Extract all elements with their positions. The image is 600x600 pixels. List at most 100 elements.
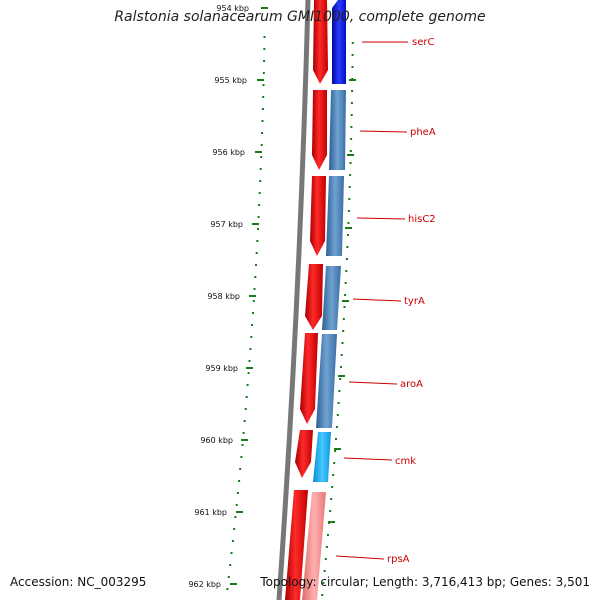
- gene-block-rpsA: [302, 492, 326, 600]
- gene-arrow-forward: [305, 264, 323, 330]
- track-dot: [344, 294, 347, 296]
- track-dot: [340, 354, 343, 356]
- track-dot: [334, 450, 337, 452]
- tick-label: 956 kbp: [212, 148, 245, 157]
- track-dot: [342, 318, 345, 320]
- gene-label-cmk: cmk: [395, 456, 416, 467]
- scale-dot: [258, 204, 261, 206]
- scale-dot: [243, 420, 246, 422]
- scale-dot: [226, 588, 229, 590]
- scale-dot: [234, 516, 237, 518]
- gene-block-cmk: [313, 432, 331, 482]
- scale-dot: [247, 372, 250, 374]
- track-dot: [349, 174, 352, 176]
- tick-label: 958 kbp: [207, 292, 240, 301]
- gene-label-tyrA: tyrA: [404, 296, 425, 307]
- track-dot: [333, 462, 336, 464]
- track-dot: [321, 594, 324, 596]
- track-dot: [344, 282, 347, 284]
- leader-line: [359, 130, 408, 133]
- gene-block-tyrA: [322, 266, 341, 330]
- scale-dot: [257, 228, 259, 230]
- track-dot: [339, 378, 342, 380]
- gene-arrow-forward: [295, 430, 313, 478]
- leader-line: [343, 457, 393, 461]
- scale-dot: [263, 60, 266, 62]
- gene-block-aroA: [316, 334, 337, 428]
- tick-label: 959 kbp: [205, 364, 238, 373]
- track-dot: [330, 498, 333, 500]
- forward-strand: [285, 0, 328, 600]
- track-dot: [325, 546, 328, 548]
- gene-block-hisC2: [326, 176, 344, 256]
- tick-label: 954 kbp: [216, 4, 249, 13]
- track-dot: [351, 54, 354, 56]
- genome-backbone: [276, 0, 311, 600]
- scale-dot: [246, 384, 249, 386]
- topology-summary: Topology: circular; Length: 3,716,413 bp…: [260, 575, 590, 589]
- scale-dot: [263, 48, 266, 50]
- track-dot: [346, 246, 349, 248]
- scale-dot: [236, 492, 239, 494]
- gene-arrow-forward: [313, 0, 328, 84]
- scale-dot: [242, 432, 245, 434]
- scale-dot: [245, 396, 248, 398]
- gene-arrow-forward: [312, 90, 327, 170]
- track-dot: [327, 534, 329, 536]
- track-dot: [345, 258, 348, 260]
- scale-dot: [255, 252, 258, 254]
- scale-dot: [255, 264, 257, 266]
- track-dot: [345, 270, 348, 272]
- scale-dot: [261, 120, 264, 122]
- scale-dot: [261, 108, 264, 110]
- track-dot: [348, 186, 351, 188]
- scale-dot: [259, 168, 262, 170]
- scale-dot: [235, 504, 238, 506]
- scale-dot: [248, 360, 251, 362]
- track-dot: [331, 486, 334, 488]
- track-dot: [335, 438, 337, 440]
- accession-label: Accession: NC_003295: [10, 575, 147, 589]
- scale-dot: [233, 528, 236, 530]
- scale-dot: [262, 96, 265, 98]
- leader-line: [348, 381, 398, 385]
- genome-title: Ralstonia solanacearum GMI1000, complete…: [114, 9, 486, 25]
- track-dot: [347, 222, 350, 224]
- scale-dot: [251, 324, 254, 326]
- tick-label: 955 kbp: [214, 76, 247, 85]
- track-dot: [340, 366, 342, 368]
- scale-dot: [253, 288, 256, 290]
- track-dot: [349, 150, 352, 152]
- track-dot: [351, 66, 354, 68]
- scale-track: [226, 36, 266, 590]
- track-dot: [350, 138, 353, 140]
- scale-dot: [227, 576, 230, 578]
- gene-label-serC: serC: [412, 37, 434, 48]
- leader-line: [335, 555, 385, 560]
- gene-labels: serC pheA hisC2 tyrA aroA cmk rpsA: [335, 37, 436, 565]
- scale-dot: [229, 564, 232, 566]
- track-dot: [350, 102, 353, 104]
- scale-dot: [257, 216, 260, 218]
- scale-ticks: 954 kbp 955 kbp 956 kbp 957 kbp 958 kbp …: [188, 4, 268, 589]
- track-dot: [337, 402, 340, 404]
- gene-arrow-forward: [300, 333, 318, 424]
- scale-dot: [252, 312, 254, 314]
- tick-label: 962 kbp: [188, 580, 221, 589]
- track-dot: [324, 558, 327, 560]
- scale-dot: [241, 444, 244, 446]
- scale-dot: [250, 336, 253, 338]
- scale-dot: [231, 540, 234, 542]
- gene-track-guide: [321, 42, 354, 596]
- scale-dot: [252, 300, 255, 302]
- track-dot: [342, 330, 345, 332]
- track-dot: [338, 390, 341, 392]
- gene-label-aroA: aroA: [400, 379, 423, 390]
- leader-line: [356, 217, 406, 220]
- scale-dot: [249, 348, 252, 350]
- scale-dot: [240, 456, 243, 458]
- scale-dot: [238, 480, 241, 482]
- leader-line: [352, 298, 402, 302]
- scale-dot: [230, 552, 233, 554]
